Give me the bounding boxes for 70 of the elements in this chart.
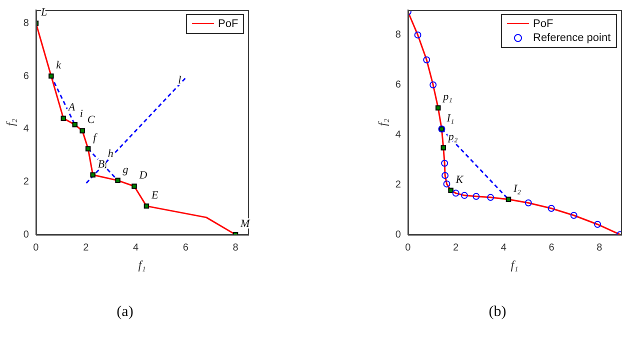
point <box>423 56 430 64</box>
y-tick-label: 4 <box>395 130 402 141</box>
point <box>115 178 120 184</box>
point <box>90 172 96 178</box>
x-tick-label: 2 <box>453 242 460 254</box>
point <box>440 145 446 150</box>
x-tick-label: 0 <box>405 242 412 254</box>
y-tick-label: 6 <box>23 70 30 82</box>
x-tick-label: 6 <box>182 242 189 254</box>
x-axis-title: f₁ <box>138 258 146 272</box>
x-tick-label: 4 <box>500 242 507 254</box>
annotation: g <box>122 164 129 176</box>
point <box>524 199 532 206</box>
text: (a) <box>116 304 134 320</box>
y-tick-label: 0 <box>395 229 402 240</box>
annotation: I₁ <box>446 112 454 124</box>
y-tick-label: 4 <box>23 124 30 135</box>
annotation: f <box>93 132 98 144</box>
point <box>460 192 468 199</box>
point <box>442 172 449 179</box>
point <box>506 196 512 202</box>
point <box>472 192 480 200</box>
point <box>430 81 437 88</box>
x-tick-label: 4 <box>132 242 139 254</box>
x-tick-label: 0 <box>33 242 40 254</box>
point <box>132 184 137 189</box>
y-axis-title: f₂ <box>3 118 18 126</box>
y-tick-label: 2 <box>23 176 30 188</box>
point <box>570 212 578 219</box>
y-tick-label: 2 <box>395 179 402 190</box>
annotation: E <box>150 189 158 202</box>
point <box>487 194 494 201</box>
point <box>144 203 150 209</box>
annotation: A <box>67 102 76 114</box>
point <box>80 128 85 134</box>
point <box>414 31 422 38</box>
annotation: l <box>178 74 182 87</box>
annotation: p₁ <box>442 91 453 104</box>
point <box>48 73 54 79</box>
legend-label: Reference point <box>533 31 611 45</box>
y-axis-title: f₂ <box>375 118 390 126</box>
annotation: D <box>138 170 148 182</box>
annotation: K <box>454 174 464 186</box>
annotation: i <box>80 108 83 120</box>
annotation: I₂ <box>512 182 522 195</box>
x-tick-label: 8 <box>596 242 603 254</box>
point <box>441 160 448 167</box>
y-tick-label: 8 <box>395 30 402 41</box>
point <box>594 220 602 228</box>
point <box>436 105 441 110</box>
point <box>443 180 450 188</box>
x-tick-label: 2 <box>83 242 90 254</box>
point <box>72 122 78 128</box>
annotation: C <box>87 114 96 126</box>
point <box>452 190 460 197</box>
point <box>548 204 555 212</box>
y-tick-label: 0 <box>23 229 30 240</box>
y-tick-label: 6 <box>395 80 402 91</box>
point <box>60 116 66 121</box>
annotation: k <box>56 59 62 72</box>
point <box>448 188 454 194</box>
legend-label: PoF <box>533 17 554 31</box>
x-axis-title: f₁ <box>510 258 518 272</box>
x-tick-label: 6 <box>548 242 555 254</box>
point <box>85 146 91 152</box>
y-tick-label: 8 <box>23 18 30 29</box>
text: (b) <box>488 304 506 320</box>
x-tick-label: 8 <box>232 242 239 254</box>
legend-label: PoF <box>218 17 238 31</box>
annotation: p₂ <box>447 131 458 144</box>
